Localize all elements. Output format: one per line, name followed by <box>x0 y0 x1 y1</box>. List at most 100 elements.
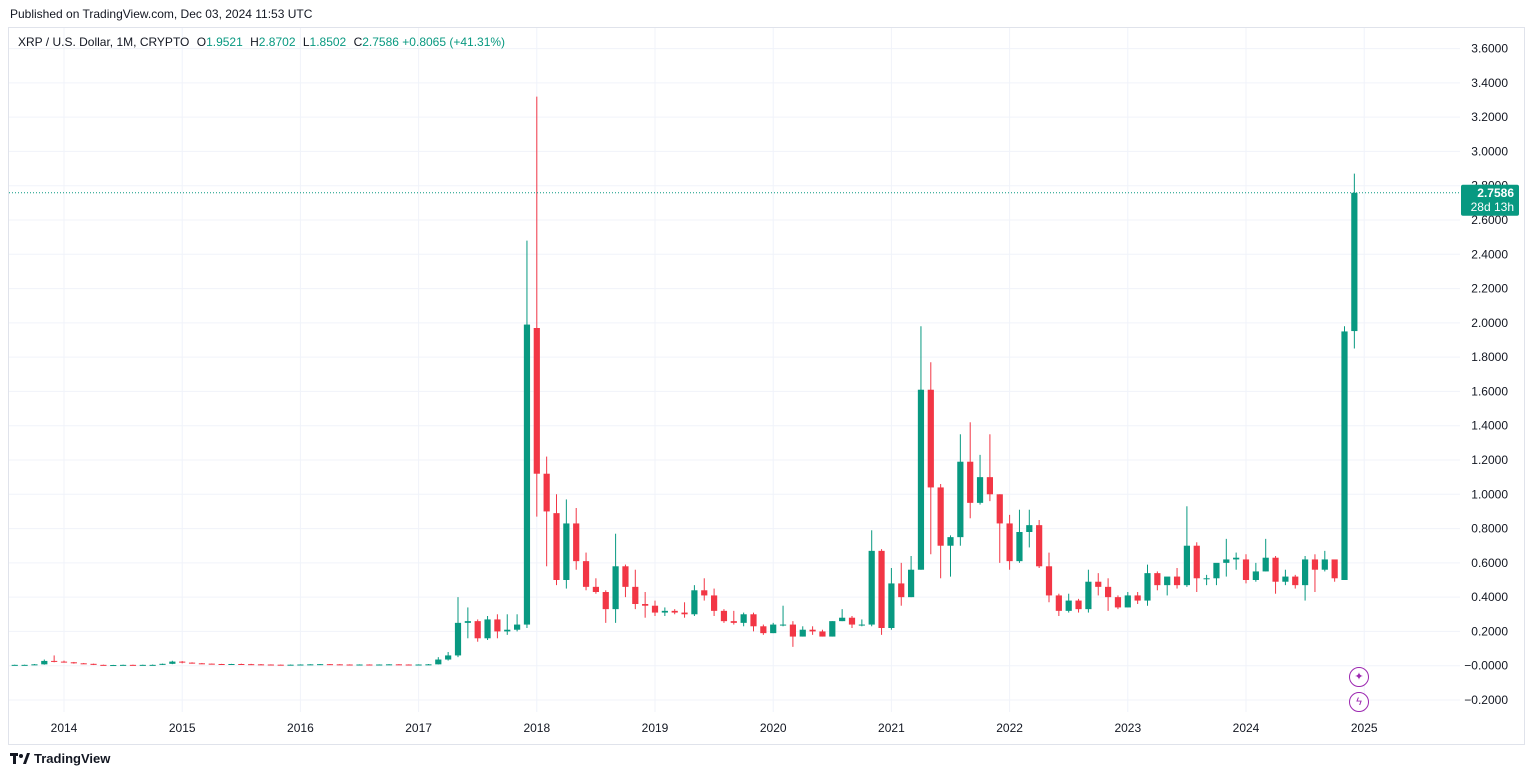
candle[interactable] <box>238 663 245 665</box>
candle[interactable] <box>730 610 737 625</box>
candle[interactable] <box>1065 593 1072 613</box>
candle[interactable] <box>514 614 521 632</box>
candle[interactable] <box>1351 173 1358 349</box>
candle[interactable] <box>573 508 580 570</box>
candle[interactable] <box>149 664 156 666</box>
candle[interactable] <box>770 622 777 634</box>
candle[interactable] <box>563 499 570 589</box>
candle[interactable] <box>819 629 826 637</box>
candle[interactable] <box>356 664 363 666</box>
candle[interactable] <box>927 362 934 555</box>
candle[interactable] <box>1203 574 1210 586</box>
candle[interactable] <box>1114 595 1122 610</box>
candle[interactable] <box>898 562 905 606</box>
candle[interactable] <box>188 662 196 664</box>
candle[interactable] <box>1262 538 1269 572</box>
candle[interactable] <box>1282 569 1289 586</box>
candle[interactable] <box>750 612 757 632</box>
candle[interactable] <box>385 664 393 666</box>
candle[interactable] <box>779 605 787 627</box>
candle[interactable] <box>1154 571 1161 591</box>
candle[interactable] <box>257 664 265 666</box>
candle[interactable] <box>829 621 836 637</box>
candle[interactable] <box>1223 538 1230 577</box>
candle[interactable] <box>602 590 609 623</box>
candle[interactable] <box>533 96 540 517</box>
candle[interactable] <box>90 663 97 666</box>
candle[interactable] <box>809 626 816 635</box>
candle[interactable] <box>553 494 560 586</box>
candle[interactable] <box>1026 509 1033 548</box>
candle[interactable] <box>1331 559 1338 582</box>
candle[interactable] <box>908 556 915 598</box>
candle[interactable] <box>405 664 412 666</box>
candle[interactable] <box>1085 569 1092 613</box>
candle[interactable] <box>415 664 422 666</box>
candle[interactable] <box>888 568 895 630</box>
candle[interactable] <box>504 614 511 635</box>
candle[interactable] <box>454 597 462 658</box>
candle[interactable] <box>947 535 954 577</box>
candle[interactable] <box>1105 578 1112 611</box>
candle[interactable] <box>1144 564 1151 606</box>
candle[interactable] <box>11 664 18 666</box>
candle[interactable] <box>957 434 964 546</box>
candle[interactable] <box>110 664 117 667</box>
candle[interactable] <box>208 663 215 665</box>
candle[interactable] <box>1095 573 1102 596</box>
candle[interactable] <box>248 663 255 666</box>
candle[interactable] <box>681 602 688 618</box>
candle[interactable] <box>435 657 442 665</box>
candle[interactable] <box>1292 574 1299 589</box>
symbol-title[interactable]: XRP / U.S. Dollar, 1M, CRYPTO <box>18 35 190 49</box>
candle[interactable] <box>799 626 806 637</box>
candle[interactable] <box>100 664 107 666</box>
candle[interactable] <box>789 621 796 647</box>
candle[interactable] <box>139 664 146 666</box>
candle[interactable] <box>218 663 225 665</box>
sparkle-icon[interactable]: ✦ <box>1349 667 1369 687</box>
candle[interactable] <box>986 434 993 502</box>
candle[interactable] <box>1242 554 1250 584</box>
candle[interactable] <box>326 664 334 666</box>
candle[interactable] <box>612 533 619 623</box>
candle[interactable] <box>543 456 550 567</box>
candle[interactable] <box>740 612 747 627</box>
candle[interactable] <box>1272 556 1279 594</box>
candle[interactable] <box>464 607 471 639</box>
candle[interactable] <box>31 664 38 666</box>
candle[interactable] <box>51 655 58 663</box>
candle[interactable] <box>1173 568 1181 589</box>
candle[interactable] <box>277 664 284 666</box>
candle[interactable] <box>976 454 984 505</box>
candle[interactable] <box>1311 554 1319 592</box>
candle[interactable] <box>198 662 205 665</box>
candle[interactable] <box>523 240 531 628</box>
candle[interactable] <box>1302 556 1309 601</box>
candle[interactable] <box>642 592 649 618</box>
candle[interactable] <box>425 664 432 666</box>
candle[interactable] <box>346 664 353 666</box>
candle[interactable] <box>336 664 343 666</box>
candle[interactable] <box>297 664 304 666</box>
candle[interactable] <box>1252 562 1259 582</box>
candle[interactable] <box>474 619 481 642</box>
candle[interactable] <box>317 664 324 666</box>
candle[interactable] <box>1164 576 1171 596</box>
candle[interactable] <box>622 564 629 598</box>
candle[interactable] <box>287 664 294 666</box>
candle[interactable] <box>760 624 767 635</box>
candle[interactable] <box>60 660 68 663</box>
candle[interactable] <box>1055 593 1062 616</box>
candle[interactable] <box>996 494 1003 563</box>
candle[interactable] <box>445 652 452 661</box>
candle[interactable] <box>70 661 77 664</box>
candle[interactable] <box>1183 506 1190 587</box>
candle[interactable] <box>179 661 186 664</box>
candle[interactable] <box>41 659 48 665</box>
candle[interactable] <box>1213 562 1220 586</box>
candle[interactable] <box>878 549 885 635</box>
candle[interactable] <box>592 578 599 594</box>
candle[interactable] <box>366 664 373 666</box>
